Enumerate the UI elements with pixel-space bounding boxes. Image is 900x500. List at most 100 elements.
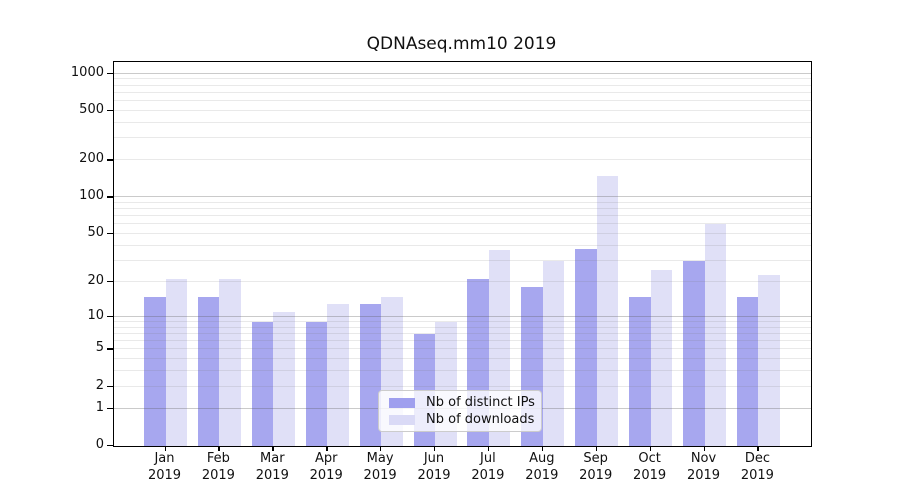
bar-ips-may [359,303,382,446]
bar-downloads-sep [596,175,619,446]
bar-downloads-feb [219,279,241,446]
gridline-90 [114,201,811,203]
gridline-80 [114,208,811,210]
legend-label-downloads: Nb of downloads [426,412,535,427]
bar-ips-nov [683,260,705,446]
x-tick-sep [595,446,598,451]
y-tick-label-0: 0 [95,437,104,452]
gridline-3 [114,370,811,372]
x-tick-label-aug: Aug 2019 [525,451,559,483]
gridline-10 [114,315,811,317]
x-tick-may [380,446,382,451]
bar-ips-sep [575,248,597,446]
y-tick-1000 [107,72,113,74]
x-tick-nov [703,446,705,451]
y-tick-label-20: 20 [87,272,104,288]
gridline-6 [114,340,811,342]
bar-downloads-oct [650,270,673,446]
x-tick-label-jul: Jul 2019 [471,451,505,483]
x-tick-label-jan: Jan 2019 [147,451,182,483]
y-tick-100 [107,196,113,198]
gridline-100 [114,196,811,198]
y-tick-label-5: 5 [95,340,104,356]
legend-swatch-distinct-ips [389,397,415,408]
gridline-5 [114,348,811,350]
y-tick-label-1: 1 [95,399,104,415]
bar-ips-oct [629,296,651,446]
bar-downloads-aug [542,260,565,446]
y-tick-label-2: 2 [95,377,104,393]
gridline-500 [114,109,811,111]
y-tick-50 [107,233,113,235]
x-tick-label-jun: Jun 2019 [417,451,451,483]
bar-ips-apr [305,321,328,446]
y-tick-label-10: 10 [87,307,104,323]
gridline-4 [114,358,811,360]
gridline-1000 [114,72,811,74]
gridline-900 [114,78,811,80]
y-tick-200 [107,159,113,161]
gridline-70 [114,215,811,217]
gridline-700 [114,91,811,93]
x-tick-label-may: May 2019 [363,451,397,483]
y-tick-500 [107,109,113,112]
bar-downloads-apr [327,303,349,446]
gridline-30 [114,259,811,261]
gridline-2 [114,385,811,387]
gridline-20 [114,280,811,282]
y-tick-5 [107,348,113,350]
y-tick-label-200: 200 [79,151,104,167]
chart-title: QDNAseq.mm10 2019 [366,34,557,54]
y-tick-label-100: 100 [79,188,104,204]
bar-ips-dec [736,296,759,446]
x-tick-oct [649,446,651,451]
legend-item-downloads: Nb of downloads [389,412,535,427]
x-tick-dec [757,446,759,451]
y-tick-20 [107,280,113,283]
gridline-200 [114,159,811,161]
gridline-50 [114,233,811,235]
y-tick-label-1000: 1000 [70,64,104,80]
gridline-40 [114,244,811,246]
bar-downloads-mar [273,312,295,446]
y-tick-10 [107,315,113,318]
gridline-800 [114,84,811,86]
x-tick-label-sep: Sep 2019 [579,451,613,483]
x-tick-jul [487,446,490,451]
x-tick-jan [164,446,166,451]
x-tick-jun [434,446,436,451]
x-tick-label-nov: Nov 2019 [686,451,721,483]
bar-downloads-jan [165,279,187,446]
x-tick-aug [541,446,544,451]
bar-ips-jan [144,296,166,446]
y-tick-1 [107,407,113,409]
bar-downloads-nov [704,224,726,446]
x-tick-label-mar: Mar 2019 [255,451,289,483]
y-tick-2 [107,385,113,388]
gridline-300 [114,137,811,139]
x-tick-label-apr: Apr 2019 [309,451,343,483]
bar-ips-mar [251,321,274,446]
bar-downloads-dec [758,274,780,446]
x-tick-label-feb: Feb 2019 [201,451,235,483]
x-tick-feb [218,446,220,451]
x-tick-apr [326,446,328,451]
bar-ips-feb [197,296,220,446]
gridline-9 [114,320,811,322]
y-tick-label-500: 500 [79,101,104,117]
legend: Nb of distinct IPs Nb of downloads [378,390,542,432]
x-tick-label-dec: Dec 2019 [740,451,774,483]
gridline-60 [114,223,811,225]
gridline-8 [114,326,811,328]
legend-label-distinct-ips: Nb of distinct IPs [426,395,535,410]
x-tick-mar [272,446,274,451]
gridline-600 [114,100,811,102]
legend-item-distinct-ips: Nb of distinct IPs [389,395,535,410]
x-tick-label-oct: Oct 2019 [633,451,667,483]
gridline-7 [114,332,811,334]
y-tick-0 [107,445,113,447]
gridline-400 [114,121,811,123]
legend-swatch-downloads [389,414,415,425]
y-tick-label-50: 50 [87,225,104,241]
